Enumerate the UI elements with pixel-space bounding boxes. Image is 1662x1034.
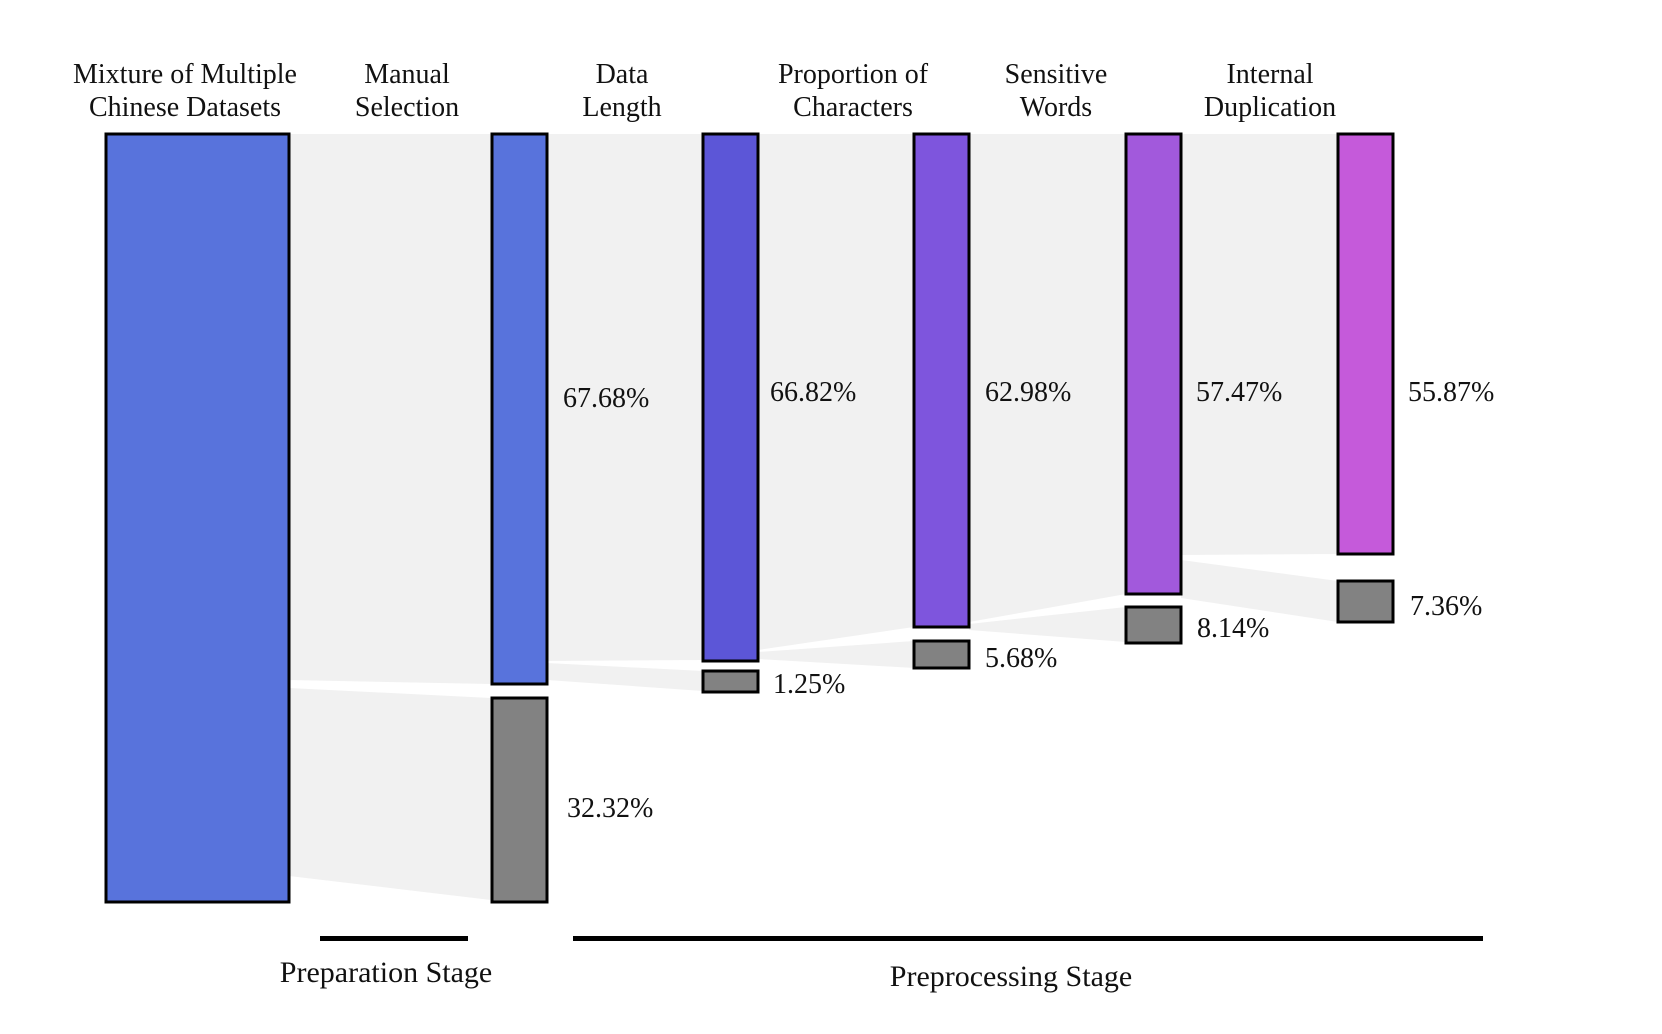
kept-flow-3 xyxy=(758,134,914,650)
removed-pct-label-data-length: 1.25% xyxy=(773,669,845,700)
kept-pct-label-internal-duplication: 55.87% xyxy=(1408,377,1494,408)
kept-pct-label-sensitive-words: 57.47% xyxy=(1196,377,1282,408)
header-source-line2: Chinese Datasets xyxy=(89,92,281,123)
removed-flow-3 xyxy=(758,641,914,668)
kept-percent-labels: 67.68% 66.82% 62.98% 57.47% 55.87% xyxy=(563,377,1494,414)
header-sensitive-words-line1: Sensitive xyxy=(1005,59,1108,90)
stage-underline-preprocessing xyxy=(573,936,1483,941)
kept-bar-proportion-of-characters xyxy=(912,132,971,629)
removed-pct-label-sensitive-words: 8.14% xyxy=(1197,613,1269,644)
header-source-line1: Mixture of Multiple xyxy=(73,59,297,90)
removed-percent-labels: 32.32% 1.25% 5.68% 8.14% 7.36% xyxy=(567,591,1482,824)
removed-pct-label-manual-selection: 32.32% xyxy=(567,793,653,824)
stage-label-preprocessing: Preprocessing Stage xyxy=(890,960,1132,993)
stage-underline-preparation xyxy=(320,936,468,941)
kept-flow-4 xyxy=(969,134,1126,622)
stage-groups: Preparation Stage Preprocessing Stage xyxy=(280,936,1483,993)
header-data-length-line2: Length xyxy=(582,92,661,123)
kept-bar-data-length xyxy=(701,132,760,663)
header-internal-duplication-line2: Duplication xyxy=(1204,92,1336,123)
kept-bar-internal-duplication xyxy=(1336,132,1395,556)
removed-bar-data-length xyxy=(701,669,760,694)
header-data-length-line1: Data xyxy=(596,59,649,90)
header-internal-duplication-line1: Internal xyxy=(1226,59,1313,90)
removed-flow-4 xyxy=(969,607,1126,642)
removed-bar-sensitive-words xyxy=(1124,605,1183,645)
kept-pct-label-data-length: 66.82% xyxy=(770,377,856,408)
removed-bar-manual-selection xyxy=(490,696,549,904)
bars xyxy=(104,132,1395,904)
header-manual-selection-line1: Manual xyxy=(364,59,450,90)
removed-pct-label-proportion-of-characters: 5.68% xyxy=(985,643,1057,674)
kept-bar-source xyxy=(104,132,291,904)
kept-flow-1 xyxy=(289,134,491,684)
header-proportion-of-characters-line1: Proportion of xyxy=(778,59,929,90)
removed-flow-5 xyxy=(1181,560,1338,622)
kept-bar-sensitive-words xyxy=(1124,132,1183,596)
kept-flow-2 xyxy=(547,134,703,661)
column-headers: Mixture of Multiple Chinese Datasets Man… xyxy=(73,59,1336,123)
removed-bar-proportion-of-characters xyxy=(912,639,971,670)
kept-bar-manual-selection xyxy=(490,132,549,686)
header-manual-selection-line2: Selection xyxy=(355,92,459,123)
stage-label-preparation: Preparation Stage xyxy=(280,956,492,989)
kept-pct-label-manual-selection: 67.68% xyxy=(563,383,649,414)
removed-flow-1 xyxy=(289,688,491,900)
removed-pct-label-internal-duplication: 7.36% xyxy=(1410,591,1482,622)
kept-pct-label-proportion-of-characters: 62.98% xyxy=(985,377,1071,408)
header-proportion-of-characters-line2: Characters xyxy=(793,92,913,123)
removed-bar-internal-duplication xyxy=(1336,579,1395,624)
removed-flow-2 xyxy=(547,663,703,691)
flow-bands xyxy=(289,134,1338,900)
header-sensitive-words-line2: Words xyxy=(1020,92,1092,123)
kept-flow-5 xyxy=(1181,134,1338,555)
